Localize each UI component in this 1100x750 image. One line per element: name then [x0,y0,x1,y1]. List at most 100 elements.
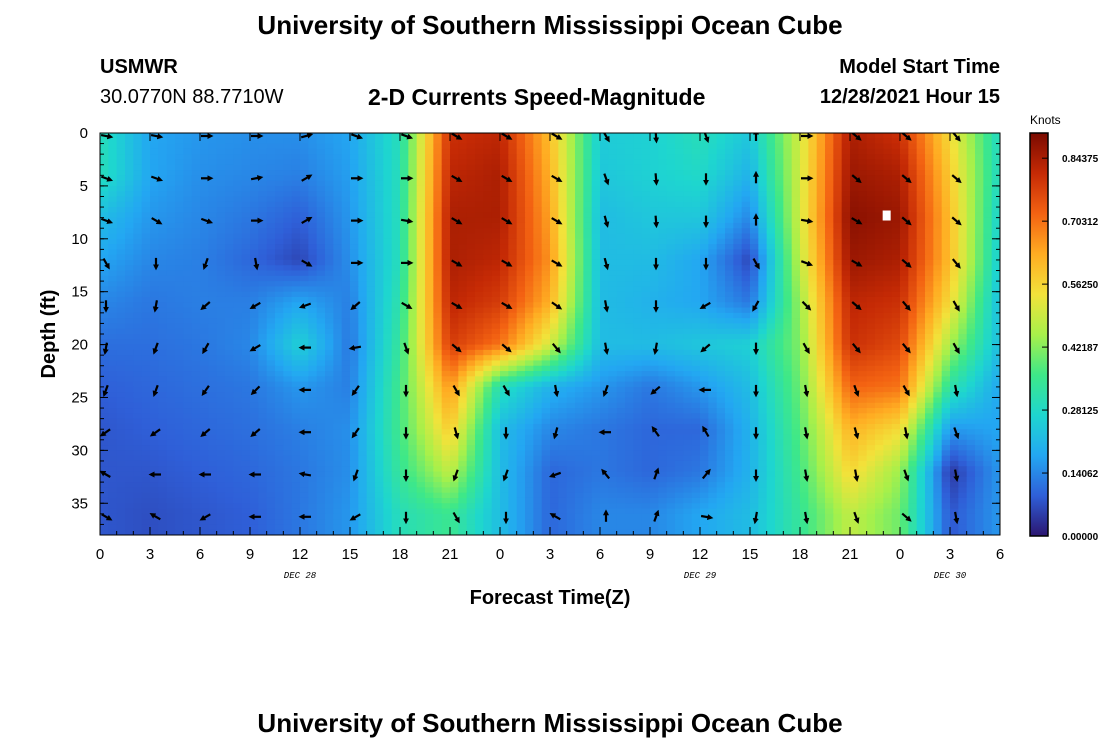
heatmap-cell [283,360,293,367]
heatmap-cell [250,154,259,161]
heatmap-cell [141,222,151,229]
heatmap-cell [766,244,776,250]
heatmap-cell [591,249,601,256]
heatmap-cell [700,259,709,266]
heatmap-cell [741,339,751,346]
heatmap-cell [466,138,476,145]
heatmap-cell [750,238,759,245]
heatmap-cell [941,138,951,145]
heatmap-cell [266,371,276,377]
heatmap-cell [908,360,918,367]
heatmap-cell [625,259,634,266]
heatmap-cell [975,238,984,245]
heatmap-cell [158,159,168,166]
heatmap-cell [691,154,701,161]
heatmap-cell [666,185,676,192]
heatmap-cell [191,254,201,261]
heatmap-cell [866,133,876,139]
heatmap-cell [241,259,251,266]
heatmap-cell [383,233,393,240]
heatmap-cell [683,222,693,229]
heatmap-cell [566,365,576,372]
heatmap-cell [716,217,726,224]
heatmap-cell [233,217,243,224]
heatmap-cell [908,196,918,203]
heatmap-cell [925,170,934,176]
heatmap-cell [291,138,301,145]
heatmap-cell [583,302,593,309]
heatmap-cell [708,312,718,319]
heatmap-cell [700,244,709,250]
heatmap-cell [191,154,201,161]
heatmap-cell [783,185,793,192]
heatmap-cell [291,355,301,362]
heatmap-cell [691,254,701,261]
heatmap-cell [208,312,218,319]
heatmap-cell [241,296,251,303]
heatmap-cell [875,148,884,155]
heatmap-cell [425,286,434,293]
heatmap-cell [250,164,259,171]
heatmap-cell [783,254,793,261]
heatmap-cell [833,323,843,330]
heatmap-cell [850,270,859,277]
heatmap-cell [141,148,151,155]
heatmap-cell [541,164,551,171]
heatmap-cell [625,238,634,245]
heatmap-cell [275,154,284,161]
heatmap-cell [258,191,268,198]
heatmap-cell [191,143,201,150]
heatmap-cell [700,349,709,356]
heatmap-cell [266,328,276,335]
heatmap-cell [383,281,393,287]
heatmap-cell [375,318,384,325]
heatmap-cell [866,349,876,356]
heatmap-cell [208,249,218,256]
heatmap-cell [516,159,526,166]
heatmap-cell [658,334,668,340]
heatmap-cell [208,228,218,235]
heatmap-cell [758,238,768,245]
heatmap-cell [150,339,159,346]
heatmap-cell [933,312,943,319]
heatmap-cell [750,254,759,261]
heatmap-cell [358,344,368,351]
heatmap-cell [841,159,851,166]
heatmap-cell [508,228,518,235]
heatmap-cell [458,175,468,182]
heatmap-cell [241,207,251,213]
heatmap-cell [200,376,209,383]
heatmap-cell [483,244,493,250]
heatmap-cell [666,175,676,182]
heatmap-cell [225,212,234,219]
heatmap-cell [275,254,284,261]
heatmap-cell [816,175,826,182]
heatmap-cell [125,222,134,229]
heatmap-cell [691,349,701,356]
heatmap-cell [191,138,201,145]
heatmap-cell [350,265,359,272]
heatmap-cell [375,148,384,155]
heatmap-cell [383,339,393,346]
heatmap-cell [733,344,743,351]
heatmap-cell [750,244,759,250]
heatmap-cell [383,212,393,219]
heatmap-cell [733,249,743,256]
heatmap-cell [908,355,918,362]
heatmap-cell [575,138,584,145]
heatmap-cell [391,196,401,203]
heatmap-cell [125,170,134,176]
heatmap-cell [225,148,234,155]
heatmap-cell [608,254,618,261]
heatmap-cell [616,265,626,272]
heatmap-cell [641,201,651,208]
heatmap-cell [216,159,226,166]
heatmap-cell [200,180,209,187]
heatmap-cell [733,318,743,325]
heatmap-cell [133,265,143,272]
heatmap-cell [925,296,934,303]
heatmap-cell [258,344,268,351]
heatmap-cell [491,249,501,256]
heatmap-cell [583,191,593,198]
heatmap-cell [975,302,984,309]
